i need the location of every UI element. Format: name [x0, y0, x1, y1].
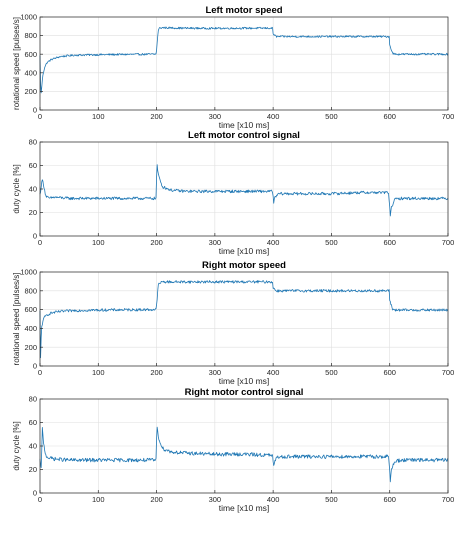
x-tick-label: 700	[442, 495, 455, 504]
x-tick-label: 600	[383, 238, 396, 247]
y-tick-label: 200	[24, 343, 37, 352]
y-tick-label: 1000	[20, 268, 37, 277]
y-axis-label: rotational speed [pulses/s]	[12, 273, 21, 366]
y-tick-label: 400	[24, 324, 37, 333]
chart-title: Left motor speed	[205, 5, 282, 16]
x-tick-label: 200	[150, 238, 163, 247]
y-axis-label: duty cycle [%]	[12, 164, 21, 213]
y-tick-label: 20	[29, 208, 37, 217]
x-tick-label: 0	[38, 368, 42, 377]
x-tick-label: 300	[209, 112, 222, 121]
y-axis-label: rotational speed [pulses/s]	[12, 17, 21, 110]
y-tick-label: 40	[29, 442, 37, 451]
x-tick-label: 600	[383, 368, 396, 377]
y-tick-label: 80	[29, 395, 37, 404]
y-tick-label: 800	[24, 286, 37, 295]
y-tick-label: 1000	[20, 13, 37, 22]
y-tick-label: 80	[29, 138, 37, 147]
x-tick-label: 100	[92, 495, 105, 504]
subplot-3: 0 100 200 300 400 500 600 700 0 200 400 600 800 1000 R…	[12, 260, 454, 386]
chart-title: Left motor control signal	[188, 130, 300, 141]
x-tick-label: 700	[442, 112, 455, 121]
series-line	[39, 426, 449, 483]
x-tick-label: 700	[442, 368, 455, 377]
plot-area	[40, 272, 448, 366]
x-tick-label: 700	[442, 238, 455, 247]
y-tick-label: 60	[29, 418, 37, 427]
y-tick-label: 60	[29, 161, 37, 170]
y-tick-label: 200	[24, 87, 37, 96]
x-tick-label: 300	[209, 495, 222, 504]
x-tick-label: 500	[325, 495, 338, 504]
x-tick-label: 100	[92, 238, 105, 247]
x-axis-label: time [x10 ms]	[219, 503, 270, 513]
plot-area	[40, 17, 448, 110]
subplot-panels: 0 100 200 300 400 500 600 70002004006008001000L…	[12, 5, 454, 513]
x-tick-label: 200	[150, 368, 163, 377]
y-tick-label: 400	[24, 68, 37, 77]
x-tick-label: 500	[325, 238, 338, 247]
subplot-4: 0 100 200 300 400 500 600 700 0 20 40 60 80 Right mot…	[12, 387, 454, 513]
x-tick-label: 400	[267, 495, 280, 504]
x-tick-label: 600	[383, 495, 396, 504]
x-tick-label: 0	[38, 238, 42, 247]
y-tick-label: 0	[33, 232, 37, 241]
axes-frame	[39, 16, 449, 111]
x-axis-label: time [x10 ms]	[219, 376, 270, 386]
y-tick-label: 20	[29, 465, 37, 474]
x-tick-label: 500	[325, 112, 338, 121]
series-line	[39, 164, 449, 217]
x-tick-label: 100	[92, 368, 105, 377]
x-tick-label: 200	[150, 112, 163, 121]
y-tick-label: 800	[24, 31, 37, 40]
x-axis-label: time [x10 ms]	[219, 120, 270, 130]
x-tick-label: 400	[267, 112, 280, 121]
x-tick-label: 400	[267, 368, 280, 377]
chart-title: Right motor control signal	[185, 387, 304, 398]
x-tick-label: 0	[38, 112, 42, 121]
subplot-2: 0 100 200 300 400 500 600 700 0 20 40 60 80 Left moto…	[12, 130, 454, 256]
x-tick-label: 400	[267, 238, 280, 247]
axes-frame	[39, 271, 449, 367]
y-tick-label: 600	[24, 50, 37, 59]
x-tick-label: 100	[92, 112, 105, 121]
x-tick-label: 0	[38, 495, 42, 504]
x-tick-label: 300	[209, 238, 222, 247]
y-tick-label: 40	[29, 185, 37, 194]
y-axis-label: duty cycle [%]	[12, 421, 21, 470]
series-line	[39, 26, 449, 94]
y-tick-label: 0	[33, 489, 37, 498]
chart-title: Right motor speed	[202, 260, 286, 271]
y-tick-label: 0	[33, 106, 37, 115]
series-line	[39, 280, 449, 359]
y-tick-label: 0	[33, 362, 37, 371]
subplot-1: 0 100 200 300 400 500 600 700 0 200 400 600 800 1000 L…	[12, 5, 454, 130]
x-tick-label: 600	[383, 112, 396, 121]
y-tick-label: 600	[24, 305, 37, 314]
x-tick-label: 500	[325, 368, 338, 377]
x-axis-label: time [x10 ms]	[219, 246, 270, 256]
x-tick-label: 200	[150, 495, 163, 504]
x-tick-label: 300	[209, 368, 222, 377]
